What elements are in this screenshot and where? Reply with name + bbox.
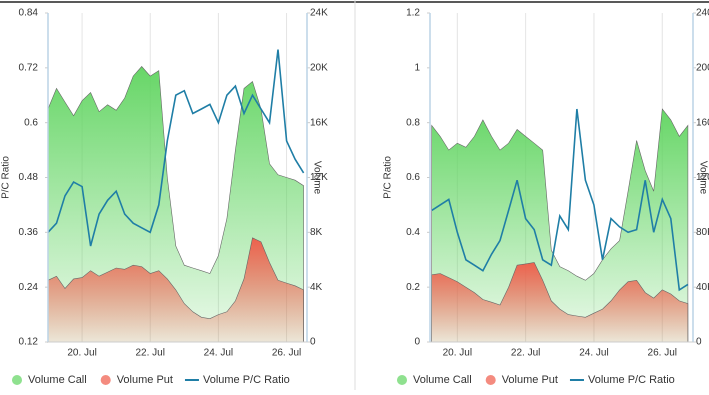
x-tick-label: 22. Jul <box>511 348 540 359</box>
y2-tick-label: 8K <box>310 227 323 238</box>
x-tick-label: 22. Jul <box>136 348 165 359</box>
y-tick-label: 0 <box>414 337 420 348</box>
y-tick-label: 0.48 <box>19 172 39 183</box>
y-tick-label: 0.72 <box>19 62 39 73</box>
y2-tick-label: 80K <box>696 227 709 238</box>
chart: 20. Jul 22. Jul 24. Jul 26. Jul 0 0.2 0.4 0.6 0.… <box>383 8 709 386</box>
y2-tick-label: 120K <box>696 172 709 183</box>
x-tick-label: 24. Jul <box>204 348 233 359</box>
legend-text: Volume Call <box>413 374 472 386</box>
y-tick-label: 0.2 <box>406 282 420 293</box>
y2-tick-label: 160K <box>696 117 709 128</box>
y-axis-title: P/C Ratio <box>383 156 394 199</box>
y2-axis-title: Volume <box>697 161 708 195</box>
area <box>431 262 689 343</box>
y2-tick-label: 12K <box>310 172 328 183</box>
area <box>47 237 304 343</box>
legend-text: Volume Call <box>28 374 87 386</box>
legend-symbol <box>397 375 407 385</box>
x-tick-label: 26. Jul <box>648 348 677 359</box>
area <box>431 108 689 343</box>
y-tick-label: 0.4 <box>406 227 420 238</box>
line <box>47 49 305 247</box>
y-tick-label: 1.2 <box>406 8 420 19</box>
y-tick-label: 0.6 <box>406 172 420 183</box>
x-tick-label: 24. Jul <box>579 348 608 359</box>
x-tick-label: 20. Jul <box>67 348 96 359</box>
y2-tick-label: 200K <box>696 62 709 73</box>
y-tick-label: 0.12 <box>19 337 39 348</box>
y-tick-label: 0.36 <box>19 227 39 238</box>
legend-text: Volume Put <box>117 374 173 386</box>
y2-tick-label: 40K <box>696 282 709 293</box>
y2-tick-label: 240K <box>696 8 709 19</box>
y2-tick-label: 0 <box>696 337 702 348</box>
legend-text: Volume Put <box>502 374 558 386</box>
y2-tick-label: 16K <box>310 117 328 128</box>
x-tick-label: 20. Jul <box>443 348 472 359</box>
legend-text: Volume P/C Ratio <box>203 374 290 386</box>
legend-symbol <box>100 375 111 385</box>
y-tick-label: 0.84 <box>19 8 39 19</box>
y2-axis-title: Volume <box>311 161 322 195</box>
x-tick-label: 26. Jul <box>272 348 301 359</box>
legend-text: Volume P/C Ratio <box>588 374 675 386</box>
y-tick-label: 0.8 <box>406 117 420 128</box>
y2-tick-label: 4K <box>310 282 323 293</box>
y2-tick-label: 24K <box>310 8 328 19</box>
y-tick-label: 1 <box>414 62 420 73</box>
chart: 20. Jul 22. Jul 24. Jul 26. Jul 0.12 0.24 0.36… <box>1 8 328 386</box>
y-tick-label: 0.24 <box>19 282 39 293</box>
y-axis-title: P/C Ratio <box>1 156 12 199</box>
y2-tick-label: 0 <box>310 337 316 348</box>
line <box>431 108 689 292</box>
legend-symbol <box>485 375 496 385</box>
y-tick-label: 0.6 <box>24 117 38 128</box>
y2-tick-label: 20K <box>310 62 328 73</box>
legend-symbol <box>12 375 22 385</box>
